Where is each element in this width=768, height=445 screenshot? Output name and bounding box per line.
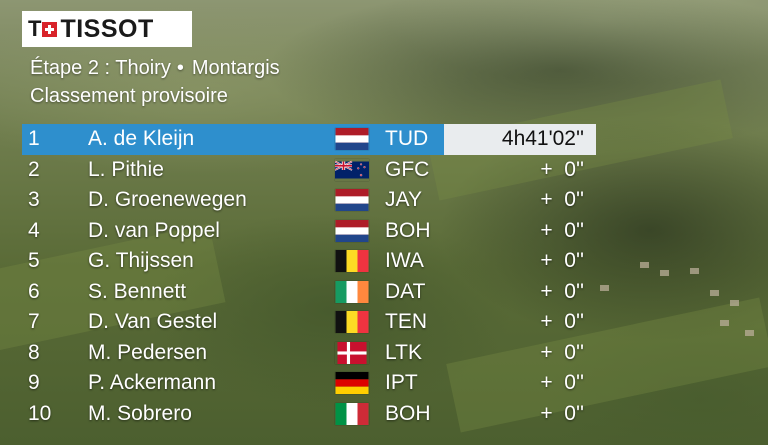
time-text: + 0'' (540, 371, 584, 395)
standings-row: 8 M. Pedersen LTK + 0'' (22, 338, 596, 369)
time-text: + 0'' (540, 249, 584, 273)
netherlands-flag (335, 189, 369, 211)
team-code: BOH (385, 401, 431, 425)
rider-name: A. de Kleijn (88, 127, 195, 151)
logo-brand-text: TISSOT (60, 14, 154, 43)
standings-row: 4 D. van Poppel BOH + 0'' (22, 216, 596, 247)
standings-subtitle: Classement provisoire (30, 85, 228, 107)
standings-row: 3 D. Groenewegen JAY + 0'' (22, 185, 596, 216)
ireland-flag (335, 280, 369, 303)
standings-row: 1 A. de Kleijn TUD 4h41'02'' (22, 124, 596, 155)
time-gap: + 0'' (444, 246, 596, 277)
rank: 9 (28, 371, 40, 395)
netherlands-flag (335, 219, 369, 242)
new-zealand-flag (335, 159, 369, 181)
rider-name: P. Ackermann (88, 371, 217, 395)
team-code: IPT (385, 371, 418, 395)
team-code: TUD (385, 127, 429, 151)
time-gap: + 0'' (444, 307, 596, 338)
standings-row: 2 L. Pithie GFC + 0'' (22, 155, 596, 186)
team-code: TEN (385, 310, 427, 334)
rank: 6 (28, 279, 40, 303)
rank: 2 (28, 157, 40, 181)
rank: 7 (28, 310, 40, 334)
time-text: + 0'' (540, 401, 584, 425)
time-text: + 0'' (540, 310, 584, 334)
time-gap: + 0'' (444, 185, 596, 216)
team-code: DAT (385, 279, 426, 303)
team-code: IWA (385, 249, 424, 273)
leader-time: 4h41'02'' (444, 124, 596, 155)
time-gap: + 0'' (444, 338, 596, 369)
belgium-flag (335, 311, 369, 333)
time-gap: + 0'' (444, 368, 596, 399)
rider-name: D. Groenewegen (88, 188, 247, 212)
rider-name: D. Van Gestel (88, 310, 218, 334)
team-code: LTK (385, 340, 422, 364)
rider-name: M. Sobrero (88, 401, 192, 425)
rider-name: M. Pedersen (88, 340, 208, 364)
rank: 3 (28, 188, 40, 212)
standings-row: 9 P. Ackermann IPT + 0'' (22, 368, 596, 399)
standings-row: 5 G. Thijssen IWA + 0'' (22, 246, 596, 277)
rider-name: D. van Poppel (88, 218, 220, 242)
time-text: + 0'' (540, 218, 584, 242)
time-text: + 0'' (540, 157, 584, 181)
stage-separator: • (176, 57, 184, 79)
standings-row: 10 M. Sobrero BOH + 0'' (22, 399, 596, 430)
stage-title: Étape 2 : Thoiry • Montargis (30, 54, 280, 82)
team-code: GFC (385, 157, 430, 181)
belgium-flag (335, 250, 369, 272)
rider-name: G. Thijssen (88, 249, 194, 273)
standings-row: 6 S. Bennett DAT + 0'' (22, 277, 596, 308)
rider-name: S. Bennett (88, 279, 187, 303)
time-text: + 0'' (540, 340, 584, 364)
rank: 5 (28, 249, 40, 273)
rank: 8 (28, 340, 40, 364)
rank: 10 (28, 401, 52, 425)
stage-header: Étape 2 : Thoiry • Montargis Classement pr… (30, 54, 280, 110)
rider-name: L. Pithie (88, 157, 164, 181)
team-code: BOH (385, 218, 431, 242)
time-gap: + 0'' (444, 216, 596, 247)
tissot-logo: T TISSOT (22, 11, 192, 47)
team-code: JAY (385, 188, 422, 212)
rank: 1 (28, 127, 40, 151)
germany-flag (335, 372, 369, 394)
italy-flag (335, 402, 369, 425)
stage-name: Étape 2 : Thoiry (30, 57, 171, 79)
standings-row: 7 D. Van Gestel TEN + 0'' (22, 307, 596, 338)
tissot-cross-mark-icon: T (28, 18, 58, 40)
time-text: 4h41'02'' (501, 127, 584, 151)
netherlands-flag (335, 128, 369, 150)
stage-destination: Montargis (191, 57, 280, 79)
time-text: + 0'' (540, 188, 584, 212)
denmark-flag (335, 341, 369, 364)
time-gap: + 0'' (444, 277, 596, 308)
standings-table: 1 A. de Kleijn TUD 4h41'02'' 2 L. Pithie GFC + … (22, 124, 596, 429)
time-gap: + 0'' (444, 399, 596, 430)
time-gap: + 0'' (444, 155, 596, 186)
time-text: + 0'' (540, 279, 584, 303)
rank: 4 (28, 218, 40, 242)
